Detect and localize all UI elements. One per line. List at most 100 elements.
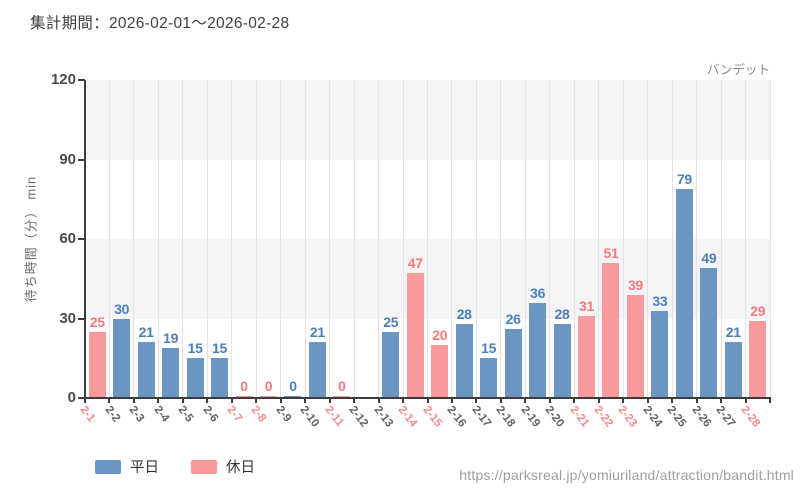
- vertical-gridline: [720, 80, 722, 398]
- x-axis-tick-label: 2-17: [469, 404, 493, 430]
- x-axis-tick: [744, 398, 747, 403]
- vertical-gridline: [280, 80, 282, 398]
- source-url: https://parksreal.jp/yomiuriland/attract…: [459, 467, 794, 483]
- y-axis-tick-label: 120: [50, 71, 76, 88]
- bar-value-label: 0: [240, 378, 248, 394]
- bar-value-label: 49: [701, 250, 717, 267]
- x-axis-tick-label: 2-4: [151, 404, 171, 425]
- vertical-gridline: [231, 80, 233, 398]
- holiday-legend-swatch: [191, 459, 217, 474]
- bar-value-label: 36: [530, 284, 546, 301]
- x-axis-tick: [450, 398, 453, 403]
- vertical-gridline: [329, 80, 331, 398]
- bar-value-label: 30: [114, 300, 130, 317]
- x-axis-tick: [695, 398, 698, 403]
- page-title: 集計期間：2026-02-01〜2026-02-28: [30, 15, 290, 32]
- vertical-gridline: [402, 80, 404, 398]
- y-axis-tick-label: 0: [67, 389, 76, 406]
- x-axis-tick: [304, 398, 307, 403]
- y-axis-tick-label: 90: [59, 150, 76, 168]
- vertical-gridline: [524, 80, 526, 398]
- bar-value-label: 39: [627, 276, 643, 293]
- vertical-gridline: [549, 80, 551, 398]
- y-axis-tick: [78, 79, 85, 81]
- bar-2-26: [700, 268, 718, 398]
- attraction-name-label: バンデット: [706, 63, 770, 77]
- vertical-gridline: [108, 80, 110, 398]
- bar-2-15: [431, 345, 449, 398]
- vertical-gridline: [427, 80, 428, 398]
- x-axis-tick-label: 2-15: [420, 404, 444, 430]
- x-axis-tick-label: 2-3: [126, 404, 147, 425]
- bar-2-24: [651, 310, 669, 398]
- x-axis-tick-label: 2-7: [224, 404, 245, 425]
- bar-2-2: [113, 318, 131, 398]
- plot-area: 25 2-1 30 2-2 21 2-3 19 2-4 15 2-5 15 2-6 0 2-7 0 2-8 0 2…: [78, 79, 771, 430]
- x-axis-tick-label: 2-12: [346, 404, 371, 430]
- x-axis-tick: [181, 398, 184, 403]
- bar-value-label: 31: [579, 297, 595, 314]
- x-axis-tick-label: 2-10: [297, 404, 322, 430]
- x-axis-tick: [402, 398, 405, 403]
- x-axis-tick: [475, 398, 478, 403]
- vertical-gridline: [671, 80, 673, 398]
- x-axis-tick: [328, 398, 331, 403]
- bar-value-label: 0: [289, 378, 297, 394]
- vertical-gridline: [475, 80, 477, 398]
- bar-2-17: [480, 358, 498, 398]
- x-axis-tick-label: 2-23: [615, 404, 640, 430]
- bar-2-5: [186, 358, 204, 398]
- bar-value-label: 29: [750, 303, 766, 320]
- bar-value-label: 33: [652, 292, 668, 309]
- legend: 平日 休日: [95, 456, 255, 477]
- x-axis-tick: [499, 398, 502, 403]
- x-axis-tick-label: 2-11: [322, 404, 346, 430]
- bar-value-label: 79: [676, 170, 692, 187]
- x-axis-tick-label: 2-19: [518, 404, 542, 430]
- bar-2-19: [529, 302, 547, 398]
- bar-2-13: [382, 331, 400, 398]
- x-axis-tick-label: 2-18: [493, 404, 518, 430]
- bar-value-label: 15: [481, 340, 497, 357]
- x-axis-tick: [377, 398, 380, 403]
- y-axis-tick: [78, 317, 85, 320]
- x-axis-tick: [206, 398, 209, 403]
- legend-item-holiday: 休日: [191, 456, 255, 477]
- vertical-gridline: [378, 80, 380, 398]
- vertical-gridline: [353, 80, 355, 398]
- holiday-legend-label: 休日: [226, 460, 255, 476]
- bar-2-20: [553, 323, 571, 398]
- vertical-gridline: [769, 80, 771, 398]
- bar-value-label: 28: [456, 305, 472, 322]
- legend-item-weekday: 平日: [95, 456, 159, 477]
- vertical-gridline: [745, 80, 747, 398]
- weekday-legend-label: 平日: [130, 460, 159, 476]
- bar-2-18: [504, 329, 522, 398]
- bar-value-label: 15: [187, 340, 203, 357]
- x-axis-tick: [279, 398, 282, 403]
- bar-2-28: [749, 321, 767, 398]
- x-axis-tick-label: 2-22: [591, 404, 616, 430]
- x-axis-tick-label: 2-1: [77, 404, 98, 425]
- vertical-gridline: [598, 80, 600, 398]
- bar-2-3: [137, 342, 155, 398]
- y-axis-line: [84, 80, 86, 398]
- vertical-gridline: [133, 80, 135, 398]
- x-axis-tick-label: 2-25: [664, 404, 689, 430]
- x-axis-tick: [573, 398, 576, 403]
- bar-2-16: [455, 323, 473, 398]
- x-axis-tick-label: 2-16: [444, 404, 469, 430]
- x-axis-tick: [720, 398, 723, 403]
- y-axis-tick: [78, 397, 85, 399]
- bar-value-label: 25: [89, 313, 105, 330]
- y-axis-tick: [78, 238, 85, 240]
- x-axis-tick-label: 2-27: [713, 404, 738, 430]
- bar-2-10: [308, 342, 326, 398]
- x-axis-tick: [84, 398, 86, 403]
- vertical-gridline: [304, 80, 306, 398]
- x-axis-tick: [426, 398, 429, 403]
- x-axis-tick: [132, 398, 135, 403]
- x-axis-tick-label: 2-24: [640, 404, 665, 430]
- bar-value-label: 21: [138, 324, 154, 341]
